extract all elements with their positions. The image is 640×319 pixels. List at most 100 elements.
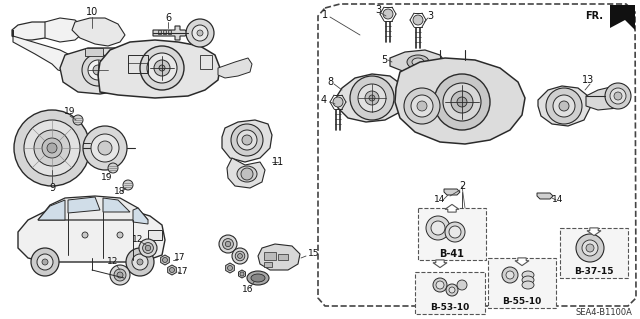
Circle shape [139,239,157,257]
Text: 9: 9 [49,183,55,193]
Circle shape [241,168,253,180]
Circle shape [232,248,248,264]
Circle shape [605,83,631,109]
Circle shape [93,65,103,75]
Polygon shape [38,200,65,220]
Polygon shape [538,86,590,126]
Polygon shape [18,208,165,262]
Circle shape [404,88,440,124]
Circle shape [582,240,598,256]
Polygon shape [515,258,529,266]
Text: 14: 14 [552,196,564,204]
Bar [200,55,212,69]
Bar [85,48,103,56]
Bar [168,30,171,34]
Polygon shape [103,198,130,212]
Circle shape [446,284,458,296]
Bar [108,52,120,59]
Text: 17: 17 [174,254,186,263]
Ellipse shape [237,166,257,182]
Circle shape [365,91,379,105]
Text: 19: 19 [101,174,113,182]
Text: 19: 19 [64,108,76,116]
Polygon shape [161,255,170,265]
Polygon shape [45,18,82,42]
Text: B-41: B-41 [440,249,465,259]
Ellipse shape [522,281,534,289]
Text: FR.: FR. [585,11,603,21]
Circle shape [236,251,245,261]
Circle shape [431,221,445,235]
Text: 5: 5 [381,55,387,65]
Circle shape [610,88,626,104]
Circle shape [586,244,594,252]
Circle shape [502,267,518,283]
Polygon shape [445,204,459,212]
Circle shape [449,226,461,238]
Circle shape [91,134,119,162]
Circle shape [219,235,237,253]
Polygon shape [239,270,246,278]
Circle shape [159,65,165,71]
Circle shape [426,216,450,240]
Text: 15: 15 [308,249,319,258]
Bar [128,55,148,73]
Polygon shape [610,5,635,30]
Text: 13: 13 [582,75,594,85]
Circle shape [98,141,112,155]
Bar [264,252,276,260]
Polygon shape [13,30,75,72]
Ellipse shape [522,276,534,284]
Circle shape [37,254,53,270]
Circle shape [197,30,203,36]
Text: 6: 6 [165,13,171,23]
Polygon shape [337,74,406,122]
Circle shape [163,257,168,263]
Circle shape [82,232,88,238]
Circle shape [147,53,177,83]
Text: 8: 8 [327,77,333,87]
Text: 4: 4 [321,95,327,105]
Circle shape [433,278,447,292]
Text: 10: 10 [86,7,98,17]
Polygon shape [258,244,300,270]
Circle shape [553,95,575,117]
Ellipse shape [407,55,429,69]
Polygon shape [227,158,265,188]
Circle shape [83,126,127,170]
Circle shape [449,287,455,293]
Circle shape [227,265,232,271]
Text: B-53-10: B-53-10 [430,303,470,313]
Circle shape [123,180,133,190]
Circle shape [223,239,234,249]
Circle shape [434,74,490,130]
Circle shape [457,97,467,107]
Polygon shape [98,40,220,98]
Circle shape [506,271,514,279]
Circle shape [154,60,170,76]
Text: 18: 18 [115,188,125,197]
Circle shape [114,269,126,281]
Bar [158,30,161,34]
Circle shape [140,46,184,90]
Text: 2: 2 [459,181,465,191]
Circle shape [132,254,148,270]
Circle shape [24,120,80,176]
Circle shape [413,15,423,25]
Circle shape [117,272,123,278]
Circle shape [225,241,230,247]
Text: 14: 14 [435,196,445,204]
Circle shape [231,124,263,156]
Circle shape [117,232,123,238]
Circle shape [576,234,604,262]
Circle shape [411,95,433,117]
Polygon shape [38,196,148,220]
Bar [264,262,272,267]
Circle shape [126,248,154,276]
Circle shape [108,163,118,173]
Circle shape [42,259,48,265]
Text: 12: 12 [108,257,118,266]
Polygon shape [60,48,135,94]
Circle shape [143,243,154,253]
Circle shape [559,101,569,111]
